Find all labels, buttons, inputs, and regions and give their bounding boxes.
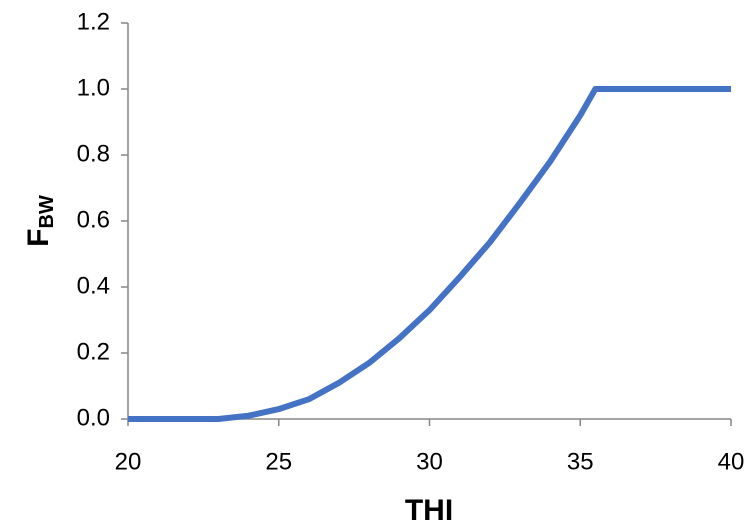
- y-axis-title: FBW: [22, 195, 58, 247]
- x-axis-title: THI: [405, 494, 453, 527]
- data-line: [128, 86, 731, 422]
- y-tick-label: 0.0: [77, 404, 110, 431]
- x-tick-label: 20: [115, 448, 142, 475]
- y-tick-label: 0.8: [77, 140, 110, 167]
- x-tick-label: 25: [265, 448, 292, 475]
- y-tick-label: 1.2: [77, 8, 110, 35]
- x-tick-label: 35: [567, 448, 594, 475]
- y-tick-label: 0.2: [77, 338, 110, 365]
- y-tick-label: 1.0: [77, 74, 110, 101]
- y-axis-title-group: FBW: [22, 195, 58, 247]
- y-tick-label: 0.4: [77, 272, 110, 299]
- x-tick-label: 30: [416, 448, 443, 475]
- y-axis-title-sub: BW: [36, 195, 58, 228]
- x-tick-label: 40: [718, 448, 745, 475]
- y-tick-label: 0.6: [77, 206, 110, 233]
- y-axis-title-main: F: [22, 229, 55, 247]
